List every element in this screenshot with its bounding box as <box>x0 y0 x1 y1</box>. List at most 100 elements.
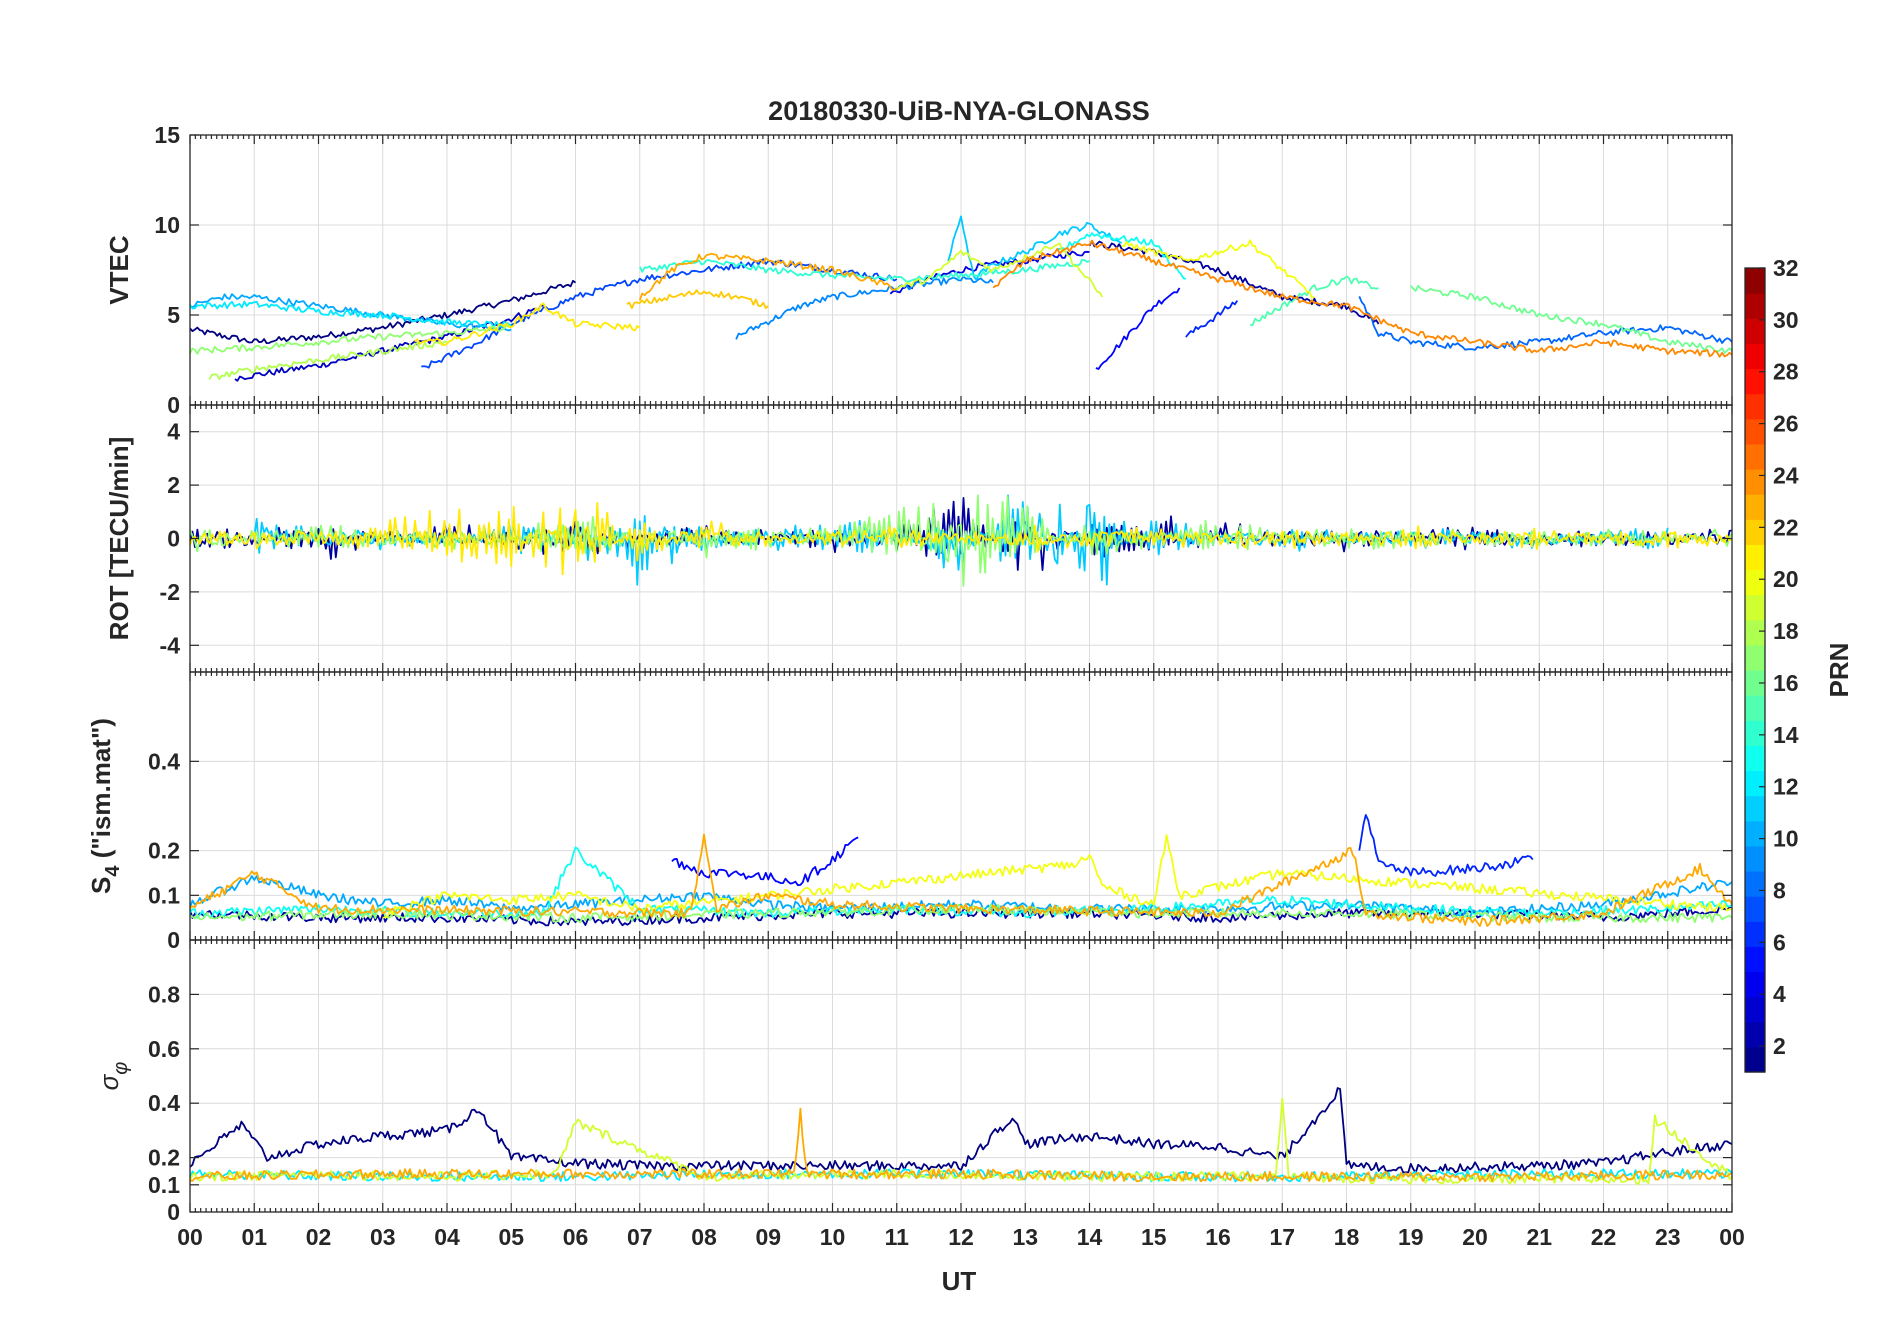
series-prn-19 <box>896 242 1104 298</box>
x-tick-label: 19 <box>1398 1224 1424 1250</box>
series-prn-8 <box>1358 296 1732 351</box>
colorbar-tick-label: 30 <box>1773 307 1799 333</box>
series-prn-5 <box>1095 287 1181 370</box>
colorbar-segment <box>1745 469 1765 495</box>
chart-title: 20180330-UiB-NYA-GLONASS <box>768 96 1150 126</box>
colorbar-tick-label: 8 <box>1773 877 1786 903</box>
x-tick-label: 05 <box>498 1224 524 1250</box>
colorbar-tick-label: 2 <box>1773 1033 1786 1059</box>
colorbar-segment <box>1745 820 1765 847</box>
series-prn-22 <box>626 289 769 309</box>
series-prn-19 <box>190 1097 1732 1186</box>
x-tick-label: 18 <box>1334 1224 1360 1250</box>
x-tick-labels: 00 01 02 03 04 05 06 07 08 09 10 11 12 13 14 15 16 17 18 19… <box>177 1224 1745 1250</box>
series-prn-24 <box>992 239 1732 358</box>
x-tick-label: 00 <box>177 1224 203 1250</box>
colorbar-segment <box>1745 418 1765 445</box>
y-tick-label: 10 <box>154 212 180 238</box>
panel-sigma: 00.10.2 0.4 0.6 0.8 σφ <box>94 939 1733 1225</box>
colorbar-tick-label: 24 <box>1773 462 1799 488</box>
series-prn-9 <box>735 275 994 340</box>
colorbar-tick-label: 32 <box>1773 255 1799 281</box>
y-tick-label: 0 <box>167 927 180 953</box>
x-tick-label: 10 <box>820 1224 846 1250</box>
series-prn-23 <box>190 833 1732 927</box>
colorbar-tick-label: 10 <box>1773 826 1799 852</box>
colorbar-tick-label: 4 <box>1773 981 1786 1007</box>
colorbar-tick-label: 28 <box>1773 359 1799 385</box>
colorbar-segment <box>1745 494 1765 520</box>
x-tick-label: 02 <box>306 1224 332 1250</box>
colorbar-tick-label: 16 <box>1773 670 1799 696</box>
x-tick-label: 03 <box>370 1224 396 1250</box>
series-prn-20 <box>382 834 1732 919</box>
y-tick-label: 0.1 <box>148 1172 180 1198</box>
series-prn-23 <box>638 252 898 301</box>
series-group-s4 <box>190 814 1732 927</box>
y-tick-label: -4 <box>160 632 181 658</box>
colorbar-label: PRN <box>1824 643 1854 698</box>
y-tick-label: 0.4 <box>148 748 180 774</box>
series-prn-6 <box>1358 814 1534 877</box>
x-tick-label: 20 <box>1462 1224 1488 1250</box>
colorbar-segment <box>1745 971 1765 998</box>
colorbar-segment <box>1745 795 1765 822</box>
series-prn-6 <box>1185 300 1239 338</box>
grid-sigma <box>190 940 1732 1212</box>
x-tick-label: 16 <box>1205 1224 1231 1250</box>
colorbar-segment <box>1745 293 1765 319</box>
series-prn-23 <box>190 1107 1732 1183</box>
colorbar-segment <box>1745 569 1765 596</box>
y-axis-label-rot: ROT [TECU/min] <box>104 437 134 641</box>
x-tick-label: 04 <box>434 1224 460 1250</box>
series-prn-11 <box>947 215 1123 281</box>
series-group-rot <box>190 494 1732 587</box>
colorbar-segment <box>1745 946 1765 973</box>
colorbar-tick-label: 14 <box>1773 722 1799 748</box>
series-group-vtec <box>190 215 1732 382</box>
x-axis-label: UT <box>942 1266 977 1296</box>
colorbar-segment <box>1745 845 1765 872</box>
colorbar-segment <box>1745 770 1765 797</box>
y-tick-label: 0.2 <box>148 838 180 864</box>
colorbar-segment <box>1745 896 1765 922</box>
series-prn-12 <box>190 1168 1732 1183</box>
colorbar-segment <box>1745 1046 1765 1073</box>
panel-s4: 0 0.1 0.2 0.4 S4 ("ism.mat") <box>86 671 1733 953</box>
x-tick-label: 22 <box>1591 1224 1617 1250</box>
x-tick-label: 15 <box>1141 1224 1167 1250</box>
colorbar-segment <box>1745 318 1765 344</box>
series-prn-10 <box>190 293 512 332</box>
x-ticks-vtec <box>189 135 1733 405</box>
series-prn-18 <box>208 340 448 380</box>
y-axis-label-vtec: VTEC <box>104 235 134 305</box>
colorbar-segment <box>1745 695 1765 721</box>
y-tick-label: 15 <box>154 122 180 148</box>
panel-rot: -4 -2 0 2 4 ROT [TECU/min] <box>104 404 1733 673</box>
y-axis-label-s4: S4 ("ism.mat") <box>86 718 124 894</box>
colorbar-segment <box>1745 519 1765 545</box>
x-tick-label: 00 <box>1719 1224 1745 1250</box>
x-ticks-s4 <box>189 672 1733 940</box>
colorbar-segment <box>1745 1021 1765 1048</box>
y-tick-label: -2 <box>160 579 180 605</box>
colorbar-segment <box>1745 343 1765 370</box>
colorbar-tick-label: 20 <box>1773 566 1799 592</box>
series-prn-4 <box>889 250 1090 295</box>
y-tick-label: 2 <box>167 472 180 498</box>
y-tick-label: 0.4 <box>148 1090 180 1116</box>
y-tick-label: 0.2 <box>148 1145 180 1171</box>
series-prn-13 <box>1057 232 1187 280</box>
series-prn-21 <box>414 302 641 347</box>
series-prn-2 <box>1088 239 1380 325</box>
series-prn-1 <box>190 279 577 344</box>
colorbar-tick-label: 18 <box>1773 618 1799 644</box>
colorbar-segment <box>1745 670 1765 696</box>
series-group-sigma <box>190 1087 1732 1186</box>
colorbar-segment <box>1745 268 1765 294</box>
x-tick-label: 17 <box>1269 1224 1295 1250</box>
series-prn-2 <box>190 905 1732 927</box>
